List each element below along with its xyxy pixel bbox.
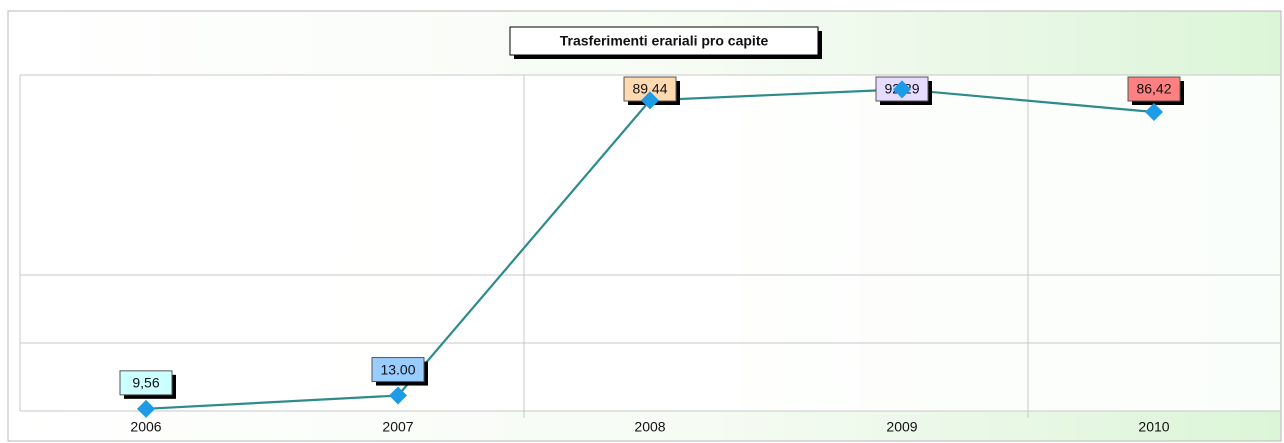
chart-title: Trasferimenti erariali pro capite [560, 33, 769, 49]
marker [137, 399, 155, 418]
title-box [509, 26, 819, 56]
data-label: 89,44 [632, 81, 667, 97]
plot-area [20, 75, 1280, 411]
label-box [371, 357, 425, 383]
x-tick-label: 2006 [130, 419, 161, 435]
x-tick-label: 2008 [634, 419, 665, 435]
label-box [119, 370, 173, 396]
x-tick-label: 2009 [886, 419, 917, 435]
label-box [1127, 76, 1181, 102]
x-tick-label: 2010 [1138, 419, 1169, 435]
data-label: 9,56 [132, 375, 159, 391]
marker [893, 80, 911, 99]
marker [641, 91, 659, 110]
data-label: 86,42 [1136, 81, 1171, 97]
data-label: 13.00 [380, 361, 415, 377]
marker [389, 386, 407, 405]
x-tick-label: 2007 [382, 419, 413, 435]
marker [1145, 102, 1163, 121]
